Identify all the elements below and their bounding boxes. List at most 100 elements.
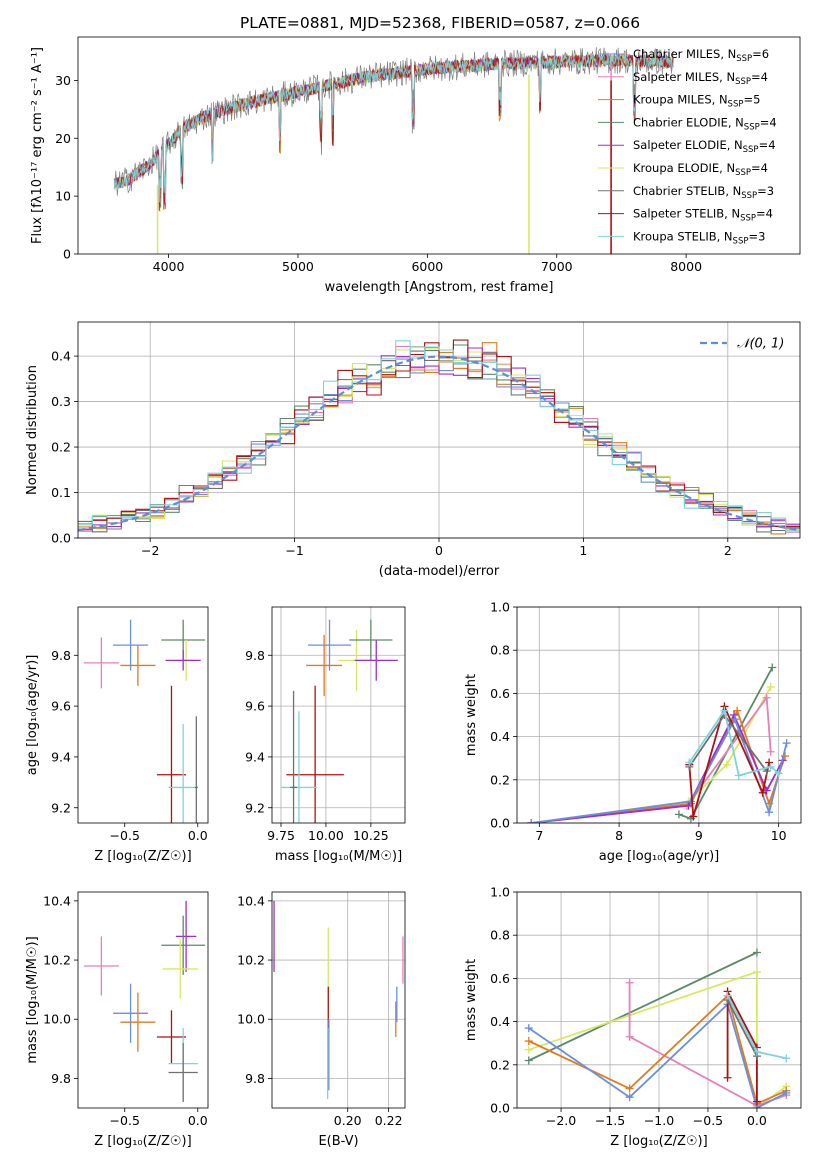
weight-marker — [766, 747, 775, 756]
error-bar-point — [306, 634, 343, 696]
legend-subscript: SSP — [743, 145, 759, 155]
error-bar-point — [307, 619, 352, 671]
x-tick-label: 5000 — [282, 259, 314, 274]
error-bar-point — [120, 645, 156, 686]
y-axis-label: mass [log₁₀(M/M☉)] — [25, 936, 40, 1063]
legend-text: Kroupa ELODIE, N — [633, 161, 735, 175]
legend-subscript: SSP — [744, 122, 760, 132]
x-tick-label: 6000 — [411, 259, 443, 274]
legend-text: Salpeter MILES, N — [633, 70, 735, 84]
legend-text: =4 — [759, 138, 776, 152]
legend-entry: Salpeter STELIB, NSSP=4 — [633, 207, 773, 224]
legend-text: Salpeter ELODIE, N — [633, 138, 743, 152]
weight-marker — [752, 1047, 761, 1056]
error-bar-point — [162, 939, 198, 999]
weight-marker — [729, 711, 738, 719]
error-bar-point — [168, 1042, 198, 1103]
y-tick-label: 0.0 — [490, 1101, 510, 1116]
weight-marker — [625, 1093, 634, 1102]
legend-text: Chabrier ELODIE, N — [633, 115, 744, 129]
x-tick-label: 10 — [771, 828, 787, 843]
legend-text: Kroupa STELIB, N — [633, 229, 733, 243]
legend-text: Salpeter STELIB, N — [633, 207, 740, 221]
weight-marker — [774, 769, 783, 778]
error-bar-point — [156, 685, 187, 823]
age-vs-mass-panel: 9.75 10.00 10.25 9.2 9.4 9.6 9.8 mass [log₁₀(M/… — [245, 606, 406, 864]
weight-marker — [723, 991, 732, 1000]
y-tick-label: 0.4 — [490, 1014, 510, 1029]
axes-frame — [271, 606, 406, 824]
x-axis-label: (data-model)/error — [379, 564, 500, 579]
legend-text: =5 — [743, 93, 760, 107]
y-tick-label: 9.2 — [51, 800, 71, 815]
y-tick-label: 0.8 — [490, 643, 510, 658]
weight-line — [726, 990, 758, 1102]
axes-frame — [77, 321, 801, 539]
weight-marker — [782, 739, 791, 748]
legend-subscript: SSP — [735, 168, 751, 178]
x-tick-label: 10.25 — [353, 828, 389, 843]
weight-vs-age-panel: 7 8 9 10 0.0 0.2 0.4 0.6 0.8 1.0 age [log₁₀(age/yr… — [464, 600, 802, 864]
weight-marker — [684, 801, 693, 810]
weight-marker — [722, 760, 731, 769]
mass-vs-ebv-panel: 0.20 0.22 9.8 10.0 10.2 10.4 E(B-V) — [237, 891, 406, 1149]
legend-subscript: SSP — [733, 236, 749, 246]
y-tick-label: 0.2 — [490, 1057, 510, 1072]
y-tick-label: 1.0 — [490, 885, 510, 900]
spectrum-panel: 4000 5000 6000 7000 8000 0 10 20 30 wavelength [A… — [30, 36, 801, 295]
weight-marker — [524, 1056, 533, 1065]
x-tick-label: 0.20 — [334, 1113, 362, 1128]
y-tick-label: 0.8 — [490, 928, 510, 943]
weight-marker — [782, 1088, 791, 1097]
legend-text: =4 — [751, 161, 768, 175]
x-tick-label: 2 — [724, 543, 732, 558]
legend-text: Kroupa MILES, N — [633, 93, 728, 107]
error-bar-point — [161, 915, 206, 975]
x-tick-label: −0.5 — [110, 828, 140, 843]
legend-entry: Chabrier MILES, NSSP=6 — [633, 47, 769, 64]
legend-text: =4 — [756, 207, 773, 221]
y-tick-label: 9.4 — [51, 749, 71, 764]
legend-text: =6 — [752, 47, 769, 61]
legend-subscript: SSP — [728, 100, 744, 110]
figure-title: PLATE=0881, MJD=52368, FIBERID=0587, z=0… — [240, 14, 640, 32]
x-tick-label: −0.5 — [110, 1113, 140, 1128]
x-axis-label: wavelength [Angstrom, rest frame] — [325, 280, 554, 295]
x-axis-label: E(B-V) — [318, 1134, 358, 1149]
y-tick-label: 0.3 — [51, 394, 71, 409]
y-tick-label: 9.6 — [51, 699, 71, 714]
axes-frame — [271, 891, 406, 1109]
legend-entry: Chabrier ELODIE, NSSP=4 — [633, 115, 777, 132]
legend-entry: 𝒩(0, 1) — [737, 337, 784, 352]
y-tick-label: 9.8 — [51, 1071, 71, 1086]
weight-marker — [765, 808, 774, 817]
y-axis-label: Normed distribution — [25, 365, 40, 495]
normal-curve — [78, 355, 800, 532]
y-tick-label: 9.8 — [245, 1071, 265, 1086]
weight-marker — [766, 682, 775, 691]
x-tick-label: 1 — [579, 543, 587, 558]
spectrum-line — [113, 53, 674, 203]
legend-subscript: SSP — [736, 54, 752, 64]
weight-line — [528, 994, 787, 1105]
weight-marker — [758, 788, 767, 797]
y-tick-label: 10 — [55, 189, 71, 204]
age-vs-mass-plot-area — [280, 619, 398, 823]
weight-marker — [768, 663, 777, 672]
legend-subscript: SSP — [740, 214, 756, 224]
y-axis-label: Flux [fλ10⁻¹⁷ erg cm⁻² s⁻¹ A⁻¹] — [30, 47, 45, 244]
weight-marker — [752, 1097, 761, 1106]
x-tick-label: 9 — [695, 828, 703, 843]
weight-line — [528, 951, 758, 1062]
weight-marker — [524, 1037, 533, 1046]
mass-vs-ebv-plot-area — [273, 900, 404, 1100]
weight-marker — [766, 762, 775, 771]
y-tick-label: 0.1 — [51, 485, 71, 500]
x-tick-label: 7 — [535, 828, 543, 843]
weight-marker — [689, 812, 698, 821]
x-tick-label: 0 — [435, 543, 443, 558]
x-tick-label: 9.75 — [267, 828, 295, 843]
weight-marker — [752, 967, 761, 976]
error-bar-point — [113, 983, 149, 1043]
